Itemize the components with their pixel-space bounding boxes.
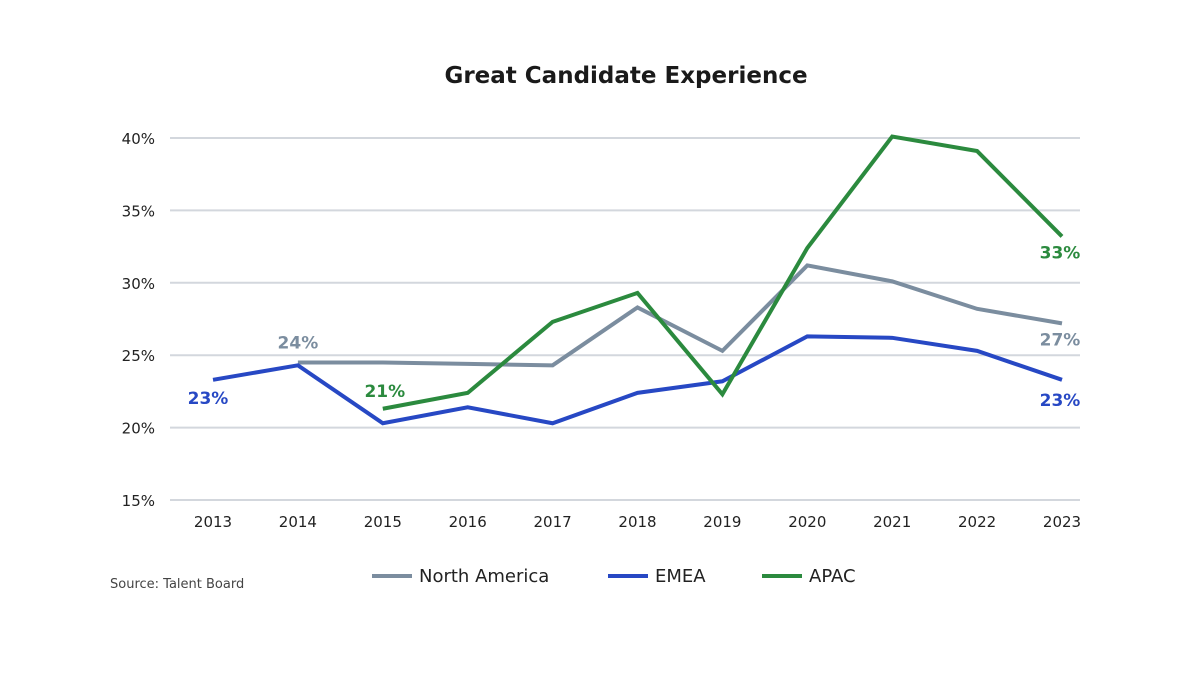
x-tick-label: 2022 (958, 513, 996, 531)
x-tick-label: 2023 (1043, 513, 1081, 531)
y-tick-label: 35% (122, 202, 155, 220)
series-line-emea (212, 334, 1063, 426)
legend-label: APAC (809, 566, 856, 587)
legend-label: North America (419, 566, 549, 587)
x-tick-label: 2021 (873, 513, 911, 531)
x-tick-label: 2014 (279, 513, 317, 531)
series-line-apac (382, 134, 1064, 411)
data-label: 27% (1040, 330, 1081, 350)
data-label: 33% (1040, 243, 1081, 263)
x-tick-label: 2019 (703, 513, 741, 531)
y-tick-label: 20% (122, 420, 155, 438)
data-label: 24% (278, 333, 319, 353)
source-note: Source: Talent Board (110, 577, 244, 592)
y-tick-label: 15% (122, 492, 155, 510)
data-label: 21% (364, 382, 405, 402)
x-tick-label: 2018 (618, 513, 656, 531)
x-tick-label: 2016 (449, 513, 487, 531)
x-tick-label: 2017 (534, 513, 572, 531)
y-tick-label: 30% (122, 275, 155, 293)
y-tick-label: 25% (122, 347, 155, 365)
series-line-north-america (297, 263, 1063, 368)
x-tick-label: 2020 (788, 513, 826, 531)
data-label: 23% (188, 389, 229, 409)
x-tick-label: 2015 (364, 513, 402, 531)
data-label: 23% (1040, 391, 1081, 411)
legend-label: EMEA (655, 566, 706, 587)
chart-title: Great Candidate Experience (444, 63, 807, 89)
y-tick-label: 40% (122, 130, 155, 148)
x-tick-label: 2013 (194, 513, 232, 531)
